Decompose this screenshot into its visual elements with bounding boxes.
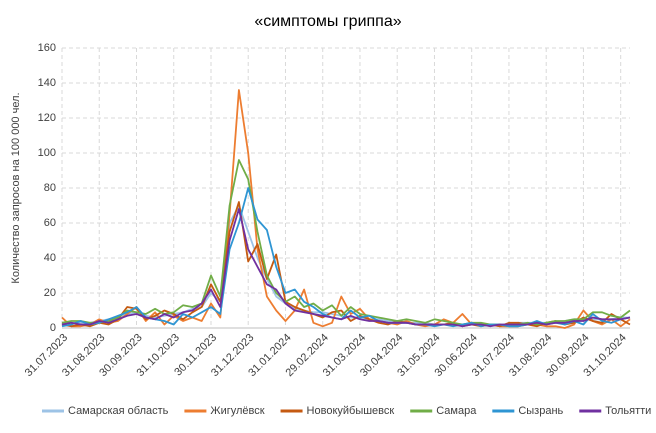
legend-label: Жигулёвск [210, 405, 264, 417]
y-tick-label: 100 [38, 147, 56, 159]
y-tick-label: 140 [38, 77, 56, 89]
y-tick-label: 40 [44, 252, 56, 264]
chart-title: «симптомы гриппа» [254, 13, 401, 30]
legend-label: Самарская область [68, 405, 169, 417]
legend-label: Новокуйбышевск [307, 405, 395, 417]
series-line [61, 89, 631, 329]
series-line [61, 208, 631, 328]
series-line [61, 187, 631, 328]
y-tick-label: 0 [50, 322, 56, 334]
y-tick-label: 160 [38, 42, 56, 54]
series-line [61, 159, 631, 328]
y-tick-label: 20 [44, 287, 56, 299]
y-axis-label: Количество запросов на 100 000 чел. [10, 92, 22, 283]
legend-label: Тольятти [605, 405, 651, 417]
legend-label: Самара [436, 405, 477, 417]
legend-label: Сызрань [518, 405, 563, 417]
series-line [61, 201, 631, 328]
y-tick-label: 80 [44, 182, 56, 194]
y-tick-label: 60 [44, 217, 56, 229]
y-tick-label: 120 [38, 112, 56, 124]
